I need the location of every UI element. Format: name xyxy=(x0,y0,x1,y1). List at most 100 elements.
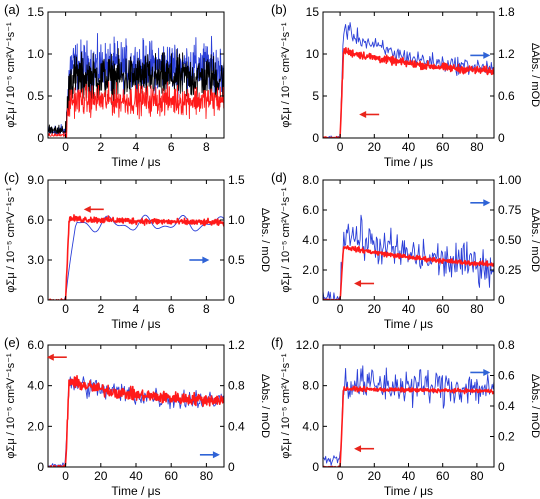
y-tick-label: 6.0 xyxy=(27,338,44,352)
y-tick-label: 0 xyxy=(37,131,44,145)
arrow-head-icon xyxy=(483,51,491,59)
y-tick-label-right: 1.5 xyxy=(228,173,245,187)
y-tick-label: 6.0 xyxy=(302,203,319,217)
x-tick-label: 2 xyxy=(97,140,104,154)
y-axis-label: φΣμ / 10⁻⁵ cm²V⁻¹s⁻¹ xyxy=(280,187,292,293)
y-tick-label: 2.0 xyxy=(27,419,44,433)
y-tick-label-right: 0.4 xyxy=(498,399,515,413)
arrow-head-icon xyxy=(46,353,54,361)
y-tick-label-right: 0.8 xyxy=(498,338,515,352)
y-tick-label-right: 1.00 xyxy=(498,173,522,187)
plot-area xyxy=(48,33,224,138)
y-axis-label: φΣμ / 10⁻⁵ cm²V⁻¹s⁻¹ xyxy=(280,353,292,459)
arrow-head-icon xyxy=(83,205,91,213)
x-tick-label: 20 xyxy=(368,469,382,483)
panel-c: (c) 0 2 4 6 8 Time / μs 0 3.0 6.0 9.0 φΣμ / 10⁻⁵ cm… xyxy=(4,170,271,331)
x-axis-label: Time / μs xyxy=(384,317,433,331)
y-tick-label: 0 xyxy=(37,460,44,474)
x-tick-label: 0 xyxy=(62,140,69,154)
y-tick-label: 8.0 xyxy=(302,173,319,187)
y-axis-label: φΣμ / 10⁻⁵ cm²V⁻¹s⁻¹ xyxy=(5,22,17,128)
arrow-head-icon xyxy=(483,199,491,207)
y-tick-label-right: 0.8 xyxy=(228,379,245,393)
plot-area xyxy=(323,365,494,467)
x-tick-label: 6 xyxy=(168,302,175,316)
x-tick-label: 8 xyxy=(203,302,210,316)
plot-area xyxy=(323,214,494,300)
y-tick-label: 3.0 xyxy=(27,253,44,267)
arrow-head-icon xyxy=(359,110,367,118)
x-tick-label: 40 xyxy=(402,469,416,483)
x-tick-label: 2 xyxy=(97,302,104,316)
y-tick-label-right: 0.4 xyxy=(228,419,245,433)
y-tick-label-right: 0 xyxy=(498,131,505,145)
x-tick-label: 4 xyxy=(133,302,140,316)
y-axis-label-right: ΔAbs. / mOD xyxy=(259,208,271,272)
x-tick-label: 0 xyxy=(62,302,69,316)
panel-f: (f) 0 20 40 60 80 Time / μs 0 4.0 8.0 12.0 φΣμ / 10… xyxy=(271,335,540,498)
arrow-head-icon xyxy=(354,280,362,287)
series-line-black xyxy=(48,48,224,138)
y-tick-label: 5 xyxy=(312,89,319,103)
y-axis-label: φΣμ / 10⁻⁵ cm²V⁻¹s⁻¹ xyxy=(5,187,17,293)
y-tick-label: 9.0 xyxy=(27,173,44,187)
panel-e: (e) 0 20 40 60 80 Time / μs 0 2.0 4.0 6.0 φΣμ / 10⁻… xyxy=(4,335,271,498)
series-line-red xyxy=(48,214,224,300)
x-tick-label: 0 xyxy=(337,140,344,154)
x-tick-label: 0 xyxy=(62,469,69,483)
y-tick-label-right: 1.8 xyxy=(498,5,515,19)
x-tick-label: 20 xyxy=(368,302,382,316)
y-tick-label-right: 0 xyxy=(498,293,505,307)
panel-label: (e) xyxy=(4,335,20,350)
series-line-red xyxy=(323,385,494,467)
x-tick-label: 80 xyxy=(470,469,484,483)
x-tick-label: 60 xyxy=(436,140,450,154)
x-tick-label: 20 xyxy=(94,469,108,483)
y-tick-label-right: 0 xyxy=(498,460,505,474)
x-tick-label: 40 xyxy=(402,140,416,154)
series-line-blue xyxy=(323,22,494,138)
y-tick-label-right: 1.2 xyxy=(228,338,245,352)
x-tick-label: 60 xyxy=(436,469,450,483)
series-line-red xyxy=(323,245,494,300)
x-tick-label: 20 xyxy=(368,140,382,154)
panel-b: (b) 0 20 40 60 80 Time / μs 0 5 10 15 φΣμ / 10⁻⁵ cm… xyxy=(271,2,540,169)
y-axis-label-right: ΔAbs. / mOD xyxy=(529,43,540,107)
panel-label: (d) xyxy=(271,170,287,185)
panel-label: (a) xyxy=(4,2,20,17)
panel-a: (a) 0 2 4 6 8 Time / μs 0 0.5 1.0 1.5 φΣμ / 10⁻⁵ cm… xyxy=(4,2,225,169)
x-tick-label: 40 xyxy=(402,302,416,316)
x-tick-label: 60 xyxy=(436,302,450,316)
y-tick-label-right: 0.5 xyxy=(228,253,245,267)
x-tick-label: 40 xyxy=(129,469,143,483)
y-tick-label: 12.0 xyxy=(296,338,320,352)
y-axis-label-right: ΔAbs. / mOD xyxy=(529,374,540,438)
y-tick-label: 0.5 xyxy=(27,89,44,103)
x-axis-label: Time / μs xyxy=(384,484,433,498)
y-tick-label: 0 xyxy=(312,293,319,307)
x-tick-label: 6 xyxy=(168,140,175,154)
x-tick-label: 0 xyxy=(337,302,344,316)
y-tick-label: 0 xyxy=(312,131,319,145)
y-tick-label: 4.0 xyxy=(302,419,319,433)
y-tick-label: 10 xyxy=(306,47,320,61)
y-tick-label: 2.0 xyxy=(302,263,319,277)
y-tick-label: 1.0 xyxy=(27,47,44,61)
y-tick-label: 0 xyxy=(312,460,319,474)
panel-label: (f) xyxy=(271,335,283,350)
panel-label: (c) xyxy=(4,170,19,185)
x-tick-label: 80 xyxy=(470,302,484,316)
x-tick-label: 0 xyxy=(337,469,344,483)
series-line-blue xyxy=(48,214,224,300)
y-tick-label-right: 0.6 xyxy=(498,89,515,103)
plot-area xyxy=(48,214,224,300)
y-axis-label: φΣμ / 10⁻⁵ cm²V⁻¹s⁻¹ xyxy=(5,353,17,459)
y-tick-label: 15 xyxy=(306,5,320,19)
y-axis-label-right: ΔAbs. / mOD xyxy=(259,374,271,438)
y-tick-label-right: 1.2 xyxy=(498,47,515,61)
x-axis-label: Time / μs xyxy=(111,484,160,498)
series-line-blue xyxy=(323,365,494,466)
x-tick-label: 80 xyxy=(200,469,214,483)
x-axis-label: Time / μs xyxy=(384,155,433,169)
